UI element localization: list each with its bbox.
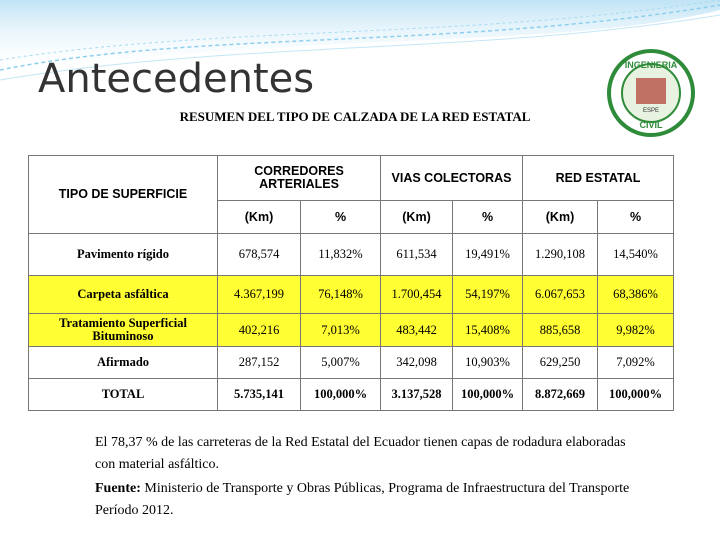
- table-row: Tratamiento Superficial Bituminoso 402,21…: [28, 313, 674, 347]
- cell: 9,982%: [597, 313, 674, 347]
- cell: 6.067,653: [522, 275, 598, 314]
- unit-header: (Km): [217, 200, 301, 234]
- source-text: Ministerio de Transporte y Obras Pública…: [95, 481, 630, 518]
- unit-header: (Km): [380, 200, 453, 234]
- cell: 3.137,528: [380, 378, 453, 411]
- cell: 342,098: [380, 346, 453, 379]
- cell: 15,408%: [452, 313, 523, 347]
- cell: 100,000%: [597, 378, 674, 411]
- cell: 1.700,454: [380, 275, 453, 314]
- cell: 100,000%: [452, 378, 523, 411]
- table-row: Pavimento rígido 678,574 11,832% 611,534 19,…: [28, 233, 674, 276]
- header-row: TIPO DE SUPERFICIE CORREDORES ARTERIALES V…: [28, 155, 674, 234]
- logo-top: INGENIERIA: [625, 60, 678, 70]
- table-row: TOTAL 5.735,141 100,000% 3.137,528 100,000% 8…: [28, 378, 674, 411]
- cell: 7,013%: [300, 313, 381, 347]
- row-label: Carpeta asfáltica: [28, 275, 218, 314]
- slide-title: Antecedentes: [38, 56, 315, 102]
- cell: 885,658: [522, 313, 598, 347]
- logo-mark: ESPE: [643, 108, 659, 114]
- units-row: (Km)% (Km)% (Km)%: [29, 200, 674, 234]
- cell: 68,386%: [597, 275, 674, 314]
- unit-header: %: [300, 200, 381, 234]
- row-label: Afirmado: [28, 346, 218, 379]
- unit-header: %: [452, 200, 523, 234]
- cell: 629,250: [522, 346, 598, 379]
- group-header: CORREDORES ARTERIALES: [217, 155, 381, 201]
- cell: 5,007%: [300, 346, 381, 379]
- cell: 7,092%: [597, 346, 674, 379]
- cell: 483,442: [380, 313, 453, 347]
- cell: 19,491%: [452, 233, 523, 276]
- cell: 678,574: [217, 233, 301, 276]
- row-label: Tratamiento Superficial Bituminoso: [28, 313, 218, 347]
- header-decoration: [0, 0, 720, 81]
- group-header: VIAS COLECTORAS: [380, 155, 523, 201]
- table-title: RESUMEN DEL TIPO DE CALZADA DE LA RED ES…: [179, 109, 531, 124]
- cell: 76,148%: [300, 275, 381, 314]
- cell: 100,000%: [300, 378, 381, 411]
- unit-header: (Km): [522, 200, 598, 234]
- cell: 11,832%: [300, 233, 381, 276]
- cell: 4.367,199: [217, 275, 301, 314]
- cell: 8.872,669: [522, 378, 598, 411]
- cell: 54,197%: [452, 275, 523, 314]
- group-header: TIPO DE SUPERFICIE: [28, 155, 218, 234]
- row-label: TOTAL: [28, 378, 218, 411]
- cell: 287,152: [217, 346, 301, 379]
- cell: 611,534: [380, 233, 453, 276]
- source: Fuente: Ministerio de Transporte y Obras…: [95, 478, 635, 522]
- cell: 402,216: [217, 313, 301, 347]
- table-header: TIPO DE SUPERFICIE CORREDORES ARTERIALES V…: [28, 155, 674, 234]
- table-row: Afirmado 287,152 5,007% 342,098 10,903% 629,2…: [28, 346, 674, 379]
- cell: 10,903%: [452, 346, 523, 379]
- data-table: TIPO DE SUPERFICIE CORREDORES ARTERIALES V…: [28, 155, 674, 411]
- cell: 1.290,108: [522, 233, 598, 276]
- note: El 78,37 % de las carreteras de la Red E…: [95, 435, 626, 472]
- logo: INGENIERIA ESPE CIVIL: [607, 49, 695, 137]
- logo-bottom: CIVIL: [639, 120, 663, 130]
- cell: 14,540%: [597, 233, 674, 276]
- table-body: Pavimento rígido 678,574 11,832% 611,534 19,…: [28, 233, 674, 411]
- group-header: RED ESTATAL: [522, 155, 674, 201]
- row-label: Pavimento rígido: [28, 233, 218, 276]
- cell: 5.735,141: [217, 378, 301, 411]
- source-label: Fuente:: [95, 481, 141, 496]
- unit-header: %: [597, 200, 674, 234]
- table-row: Carpeta asfáltica 4.367,199 76,148% 1.700,4…: [28, 275, 674, 314]
